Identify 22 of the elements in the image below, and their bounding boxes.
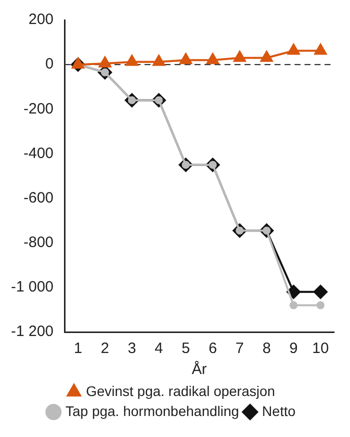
x-tick-label: 10 [312,340,329,358]
y-tick-label: -1 000 [10,278,54,296]
legend-label: Tap pga. hormonbehandling [65,402,240,419]
x-tick-label: 5 [182,340,190,358]
x-tick-label: 9 [289,340,298,358]
y-tick-label: -800 [24,234,54,251]
x-tick-label: 8 [262,340,271,358]
legend-label: Netto [262,402,296,419]
x-tick-label: 3 [128,340,136,358]
x-tick-label: 1 [74,340,82,358]
x-tick-label: 4 [154,340,164,358]
legend-label: Gevinst pga. radikal operasjon [86,382,276,399]
y-tick-label: -400 [24,144,54,162]
x-axis-title: År [192,360,207,378]
y-tick-label: -1 200 [10,323,54,340]
y-tick-label: 200 [28,11,54,28]
y-tick-label: 0 [45,56,54,73]
y-tick-label: -200 [24,100,54,118]
y-tick-label: -600 [24,189,54,206]
x-tick-label: 6 [208,340,217,358]
x-tick-label: 2 [100,340,110,358]
x-tick-label: 7 [236,340,244,358]
